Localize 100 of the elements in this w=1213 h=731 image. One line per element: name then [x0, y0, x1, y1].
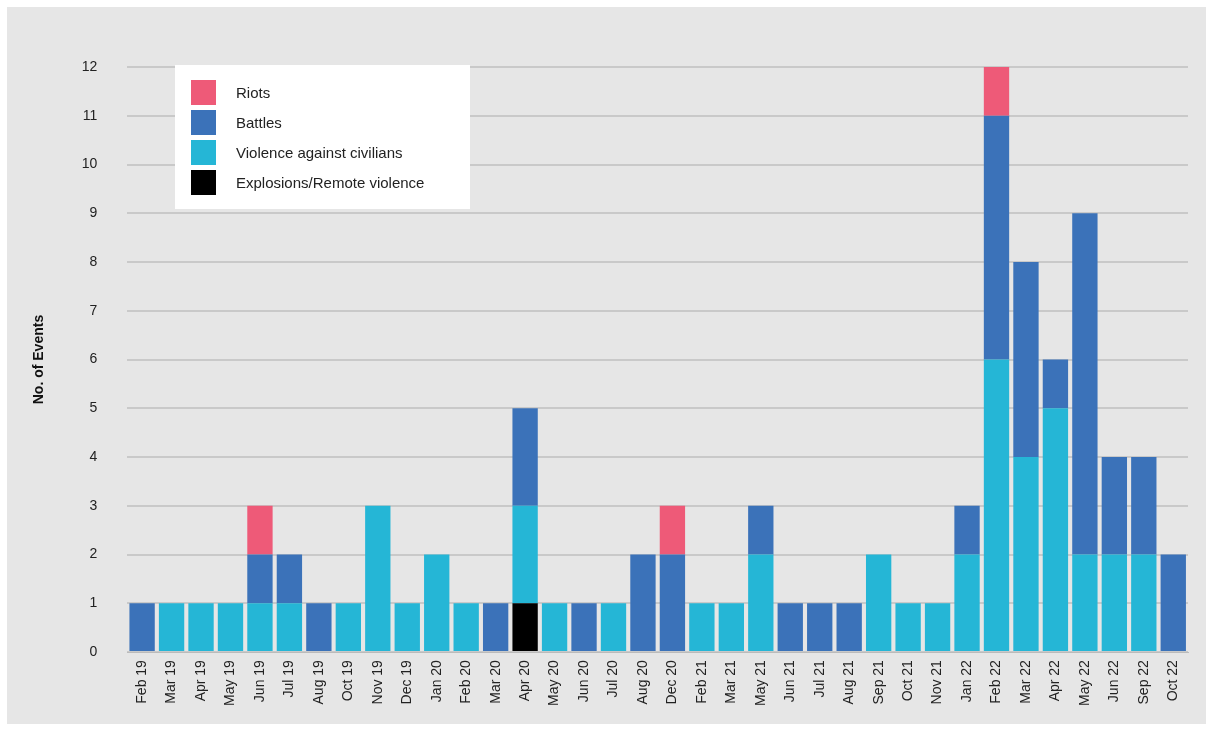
x-tick-label: Nov 19	[368, 659, 385, 705]
x-tick-label: Jun 19	[250, 659, 267, 703]
bar	[394, 603, 420, 652]
bar	[1042, 408, 1069, 652]
legend-label: Violence against civilians	[236, 143, 403, 161]
bar	[247, 505, 273, 555]
x-tick-label: Aug 19	[309, 659, 326, 705]
y-tick-label: 1	[89, 594, 98, 611]
bar	[571, 603, 597, 652]
y-tick-label: 12	[81, 57, 98, 74]
x-tick-label: Jul 21	[810, 659, 827, 698]
y-tick-label: 2	[89, 545, 98, 562]
bar	[1101, 554, 1128, 652]
x-tick-label: Apr 22	[1046, 659, 1063, 702]
bar	[453, 603, 479, 652]
bar	[983, 359, 1010, 652]
x-tick-label: Aug 21	[840, 659, 857, 705]
bar	[158, 603, 185, 652]
y-tick-label: 6	[89, 350, 98, 367]
bar	[482, 603, 509, 652]
bar	[718, 603, 745, 652]
bar	[512, 603, 538, 652]
legend-label: Explosions/Remote violence	[236, 173, 425, 191]
x-tick-label: Jun 20	[574, 659, 591, 703]
x-tick-label: Feb 22	[987, 659, 1004, 704]
x-tick-label: Mar 20	[486, 659, 503, 704]
y-tick-label: 11	[82, 106, 98, 123]
bar	[630, 554, 656, 652]
bar	[306, 603, 332, 652]
x-tick-label: Feb 20	[457, 659, 474, 704]
bar	[836, 603, 862, 652]
bar	[924, 603, 951, 652]
bar	[276, 603, 303, 652]
bar	[600, 603, 627, 652]
x-tick-label: Jun 21	[781, 659, 798, 703]
y-tick-label: 4	[89, 447, 98, 464]
bar	[1072, 554, 1098, 652]
x-tick-label: Jul 19	[280, 659, 297, 698]
x-tick-label: Jun 22	[1105, 659, 1122, 703]
y-tick-label: 0	[89, 642, 98, 659]
x-tick-label: Aug 20	[633, 659, 650, 705]
x-tick-label: Apr 19	[191, 659, 208, 702]
x-tick-label: Jan 22	[957, 659, 974, 703]
bar	[983, 115, 1010, 360]
y-tick-label: 5	[89, 399, 98, 416]
bar	[1013, 457, 1039, 652]
y-tick-label: 9	[89, 204, 98, 221]
bar	[1160, 554, 1186, 652]
bar	[748, 505, 774, 555]
bar	[365, 505, 391, 652]
legend-label: Riots	[236, 83, 271, 101]
x-tick-label: May 19	[221, 659, 238, 707]
bar	[954, 505, 980, 555]
bar	[541, 603, 568, 652]
bar	[777, 603, 803, 652]
bar	[424, 554, 450, 652]
bar	[689, 603, 715, 652]
bar	[129, 603, 155, 652]
legend-label: Battles	[236, 113, 282, 131]
bar	[512, 408, 538, 506]
x-tick-label: Jan 20	[427, 659, 444, 703]
bar	[659, 554, 686, 652]
x-tick-label: Oct 22	[1164, 659, 1181, 702]
x-tick-label: Mar 22	[1016, 659, 1033, 704]
y-tick-label: 8	[89, 252, 98, 269]
bar	[1131, 457, 1157, 555]
bar	[895, 603, 921, 652]
bar	[748, 554, 774, 652]
y-tick-label: 3	[89, 496, 98, 513]
x-tick-label: Dec 20	[663, 659, 680, 705]
x-tick-label: Sep 22	[1134, 659, 1151, 705]
bar	[807, 603, 833, 652]
y-axis-title: No. of Events	[30, 314, 47, 405]
x-tick-label: Mar 21	[722, 659, 739, 704]
bar	[659, 505, 686, 555]
bar	[247, 554, 273, 604]
x-tick-label: Oct 21	[898, 659, 915, 702]
bar	[188, 603, 214, 652]
bar	[983, 67, 1010, 116]
x-tick-label: Nov 21	[928, 659, 945, 705]
bar	[1013, 262, 1039, 458]
x-tick-label: Apr 20	[515, 659, 532, 702]
x-tick-label: Jul 20	[604, 659, 621, 698]
bar	[1072, 213, 1098, 555]
y-tick-label: 7	[89, 301, 98, 318]
x-tick-label: May 20	[545, 659, 562, 707]
bar	[335, 603, 362, 652]
bar	[276, 554, 303, 604]
y-tick-label: 10	[81, 155, 98, 172]
x-tick-label: Oct 19	[339, 659, 356, 702]
x-tick-label: Dec 19	[398, 659, 415, 705]
x-tick-label: Mar 19	[162, 659, 179, 704]
bar	[247, 603, 273, 652]
bar	[512, 505, 538, 604]
bar	[954, 554, 980, 652]
bar	[1101, 457, 1128, 555]
x-tick-label: Feb 19	[132, 659, 149, 704]
x-tick-label: Feb 21	[692, 659, 709, 704]
x-tick-label: May 21	[751, 659, 768, 707]
bar	[865, 554, 892, 652]
